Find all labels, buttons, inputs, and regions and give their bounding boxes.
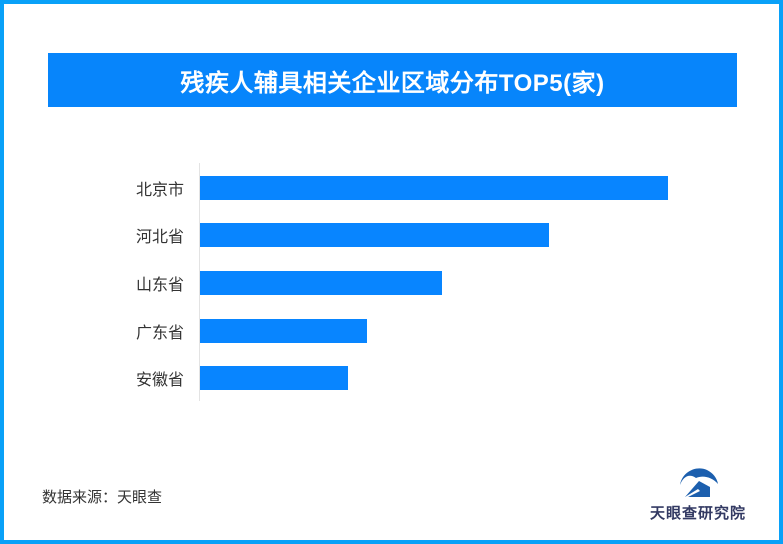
category-label: 安徽省 [135, 372, 184, 390]
page-title: 残疾人辅具相关企业区域分布TOP5(家) [180, 69, 605, 97]
bar-河北省 [200, 223, 550, 248]
brand-logo-text: 天眼查研究院 [649, 505, 746, 522]
bar-row: 山东省 [0, 259, 737, 307]
bar-安徽省 [200, 366, 348, 391]
brand-logo: 天眼查研究院 [648, 464, 748, 523]
bar-山东省 [200, 270, 442, 295]
bar-chart-rows: 北京市河北省山东省广东省安徽省 [0, 164, 737, 402]
bar-row: 安徽省 [0, 354, 737, 402]
bar-row: 河北省 [0, 212, 737, 260]
category-label: 山东省 [135, 276, 184, 294]
data-source-note: 数据来源：天眼查 [42, 489, 163, 506]
bar-北京市 [200, 175, 668, 200]
category-label: 广东省 [135, 324, 184, 342]
bar-chart: 北京市河北省山东省广东省安徽省 [0, 164, 737, 402]
title-banner: 残疾人辅具相关企业区域分布TOP5(家) [48, 53, 737, 107]
bar-row: 北京市 [0, 164, 737, 212]
category-label: 北京市 [135, 181, 184, 199]
bar-row: 广东省 [0, 307, 737, 355]
y-axis-line [199, 163, 200, 401]
tianyancha-eye-icon [680, 468, 718, 497]
bar-广东省 [200, 318, 368, 343]
category-label: 河北省 [135, 229, 184, 247]
